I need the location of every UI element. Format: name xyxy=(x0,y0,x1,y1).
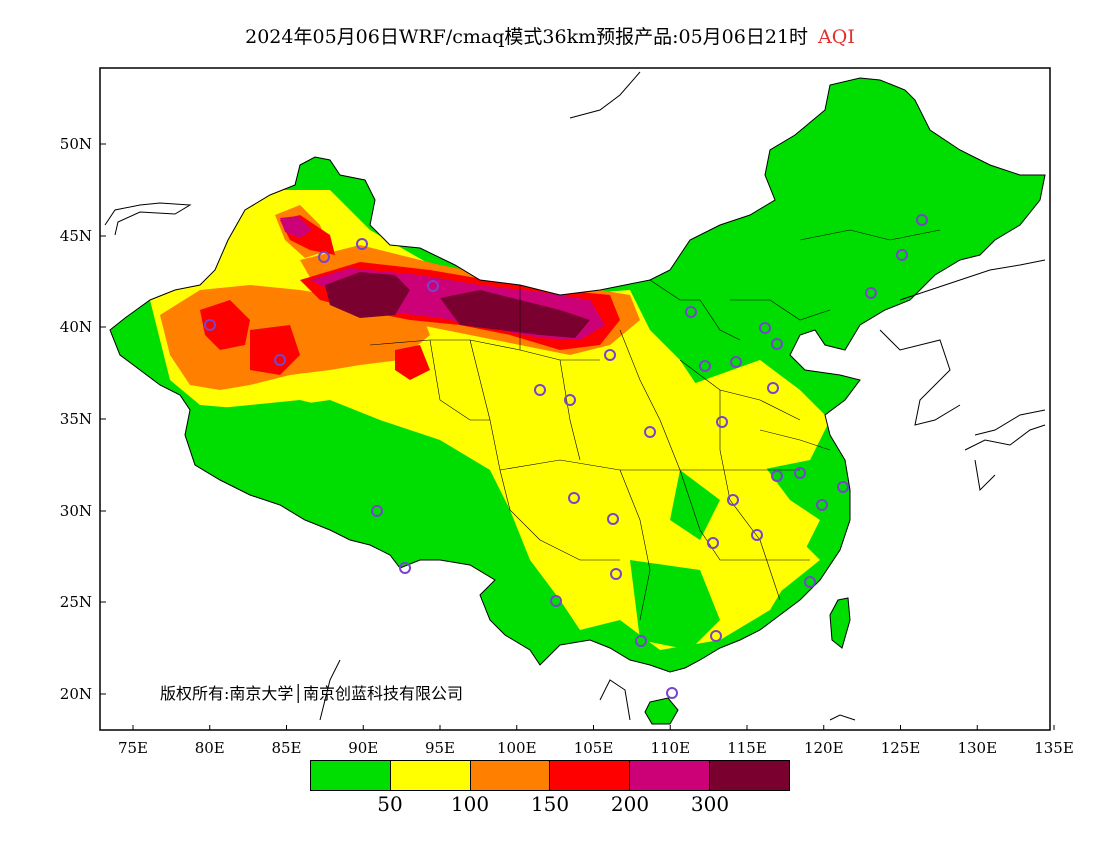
lon-tick-label: 80E xyxy=(195,739,225,757)
aqi-unhealthy-area-2 xyxy=(250,325,300,375)
aqi-hazardous-area xyxy=(325,272,410,318)
aqi-unhealthy-area-4 xyxy=(395,345,430,380)
foreign-coastlines xyxy=(104,71,1046,721)
aqi-legend-bar xyxy=(310,760,790,791)
lat-tick-label: 35N xyxy=(60,410,92,428)
lon-tick-label: 115E xyxy=(727,739,767,757)
lat-tick-label: 45N xyxy=(60,227,92,245)
map-title: 2024年05月06日WRF/cmaq模式36km预报产品:05月06日21时 A… xyxy=(0,22,1100,49)
lon-tick-label: 90E xyxy=(348,739,378,757)
aqi-hazardous-area-2 xyxy=(440,290,590,338)
hainan-island xyxy=(644,697,679,725)
province-boundaries xyxy=(369,229,941,621)
lon-tick-label: 100E xyxy=(497,739,537,757)
lat-tick-label: 50N xyxy=(60,135,92,153)
title-variable: AQI xyxy=(818,26,855,48)
copyright-text: 版权所有:南京大学│南京创蓝科技有限公司 xyxy=(160,684,464,703)
legend-label: 200 xyxy=(610,792,650,816)
legend-swatch xyxy=(390,761,471,790)
china-boundary xyxy=(109,77,1046,673)
legend-label: 100 xyxy=(450,792,490,816)
lat-tick-label: 40N xyxy=(60,318,92,336)
lon-tick-label: 105E xyxy=(574,739,614,757)
legend-swatch xyxy=(630,761,711,790)
axis-ticks: 75E 80E 85E 90E 95E 100E 105E 110E 115E 120E 125E 1… xyxy=(60,135,1074,757)
lon-tick-label: 110E xyxy=(650,739,690,757)
guangxi-good-area xyxy=(630,560,720,650)
station-markers xyxy=(204,214,928,699)
legend-swatch xyxy=(470,761,551,790)
lat-tick-label: 25N xyxy=(60,593,92,611)
lat-tick-label: 20N xyxy=(60,685,92,703)
legend-label: 300 xyxy=(690,792,730,816)
tibet-good-area xyxy=(200,400,430,560)
lon-tick-label: 95E xyxy=(425,739,455,757)
lon-tick-label: 130E xyxy=(957,739,997,757)
lon-tick-label: 135E xyxy=(1034,739,1074,757)
lat-tick-label: 30N xyxy=(60,502,92,520)
lon-tick-label: 75E xyxy=(118,739,148,757)
lon-tick-label: 85E xyxy=(271,739,301,757)
hunan-good-area xyxy=(670,470,720,540)
legend-label: 150 xyxy=(530,792,570,816)
legend-swatch xyxy=(550,761,631,790)
taiwan-island xyxy=(829,597,851,649)
map-frame xyxy=(99,67,1051,731)
legend-swatch xyxy=(311,761,391,790)
aqi-unhealthy-area xyxy=(200,300,250,350)
aqi-very-unhealthy-area-2 xyxy=(280,216,312,238)
title-main: 2024年05月06日WRF/cmaq模式36km预报产品:05月06日21时 xyxy=(245,26,809,48)
lon-tick-label: 120E xyxy=(804,739,844,757)
lon-tick-label: 125E xyxy=(881,739,921,757)
legend-swatch xyxy=(710,761,789,790)
legend-label: 50 xyxy=(377,792,403,816)
aqi-legend-labels: 50 100 150 200 300 xyxy=(0,792,1100,822)
aqi-moderate-area-east xyxy=(690,360,830,470)
